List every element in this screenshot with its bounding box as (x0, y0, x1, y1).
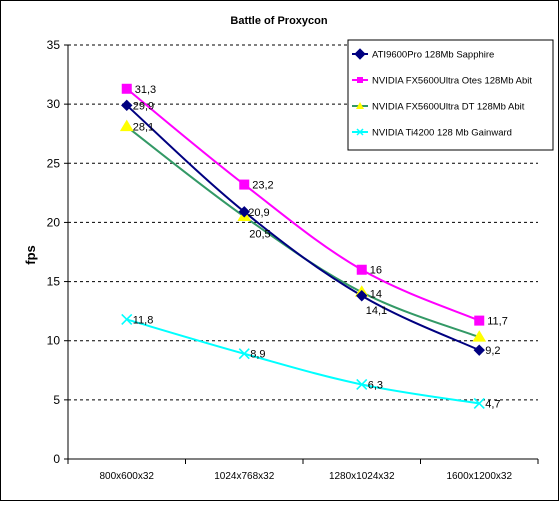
y-tick-label: 0 (53, 452, 60, 466)
y-tick-label: 15 (47, 275, 61, 289)
data-label: 11,7 (487, 316, 508, 328)
point-marker (119, 119, 134, 132)
point-marker (473, 344, 485, 356)
legend-box (347, 39, 554, 151)
legend-item: NVIDIA FX5600Ultra DT 128Mb Abit (352, 102, 525, 113)
data-labels: 29,9 20,9 9,2 31,3 23,2 16 11,7 28,1 20,5 14,1 11,… (133, 84, 508, 411)
data-label: 29,9 (133, 100, 154, 112)
data-label: 8,9 (250, 349, 265, 361)
data-label: 20,5 (249, 229, 270, 241)
series-group (119, 83, 487, 409)
marker-stroke (473, 397, 485, 409)
legend-item: ATI9600Pro 128Mb Sapphire (352, 48, 494, 61)
series-line-0 (126, 104, 480, 352)
series-line-3 (126, 318, 480, 405)
legend-label: ATI9600Pro 128Mb Sapphire (372, 50, 494, 61)
chart-title: Battle of Proxycon (230, 15, 327, 27)
data-label: 20,9 (248, 207, 269, 219)
data-label: 28,1 (133, 122, 154, 134)
legend: ATI9600Pro 128Mb Sapphire NVIDIA FX5600Ul… (347, 39, 554, 151)
legend-item: NVIDIA Ti4200 128 Mb Gainward (352, 128, 512, 139)
x-tick-label: 800x600x32 (100, 471, 155, 482)
x-tick-label: 1024x768x32 (214, 471, 274, 482)
marker-stroke (238, 348, 250, 360)
point-marker (239, 179, 250, 190)
axes (64, 44, 539, 464)
x-tick-label: 1280x1024x32 (329, 471, 395, 482)
data-label: 4,7 (485, 398, 500, 410)
data-label: 11,8 (133, 314, 154, 326)
point-marker (356, 264, 367, 275)
y-tick-label: 20 (47, 215, 61, 229)
y-axis-label: fps (23, 245, 38, 265)
legend-label: NVIDIA Ti4200 128 Mb Gainward (372, 128, 512, 139)
data-label: 14,1 (366, 305, 387, 317)
y-tick-label: 25 (47, 156, 61, 170)
marker-stroke (356, 378, 368, 391)
point-marker (238, 206, 250, 218)
legend-marker (356, 102, 364, 109)
series-line-2 (126, 125, 480, 339)
point-marker (474, 315, 485, 326)
y-tick-label: 10 (47, 334, 61, 348)
data-label: 23,2 (252, 180, 273, 192)
point-marker (354, 48, 366, 60)
x-tick-label: 1600x1200x32 (446, 471, 512, 482)
data-label: 31,3 (135, 84, 156, 96)
legend-marker (357, 77, 363, 83)
point-marker (472, 330, 487, 342)
series-line-1 (126, 87, 480, 322)
point-marker (121, 99, 133, 112)
y-tick-label: 35 (47, 38, 61, 52)
legend-marker (356, 128, 364, 136)
marker-stroke (121, 313, 133, 325)
point-marker (473, 397, 485, 409)
y-tick-label: 5 (53, 393, 60, 407)
legend-label: NVIDIA FX5600Ultra DT 128Mb Abit (372, 102, 525, 113)
data-label: 16 (370, 265, 382, 277)
point-marker (356, 378, 368, 391)
x-axis-ticks: 800x600x32 1024x768x32 1280x1024x32 1600x12… (100, 471, 513, 482)
y-tick-label: 30 (47, 97, 61, 111)
data-label: 14 (370, 288, 382, 300)
legend-label: NVIDIA FX5600Ultra Otes 128Mb Abit (372, 76, 532, 87)
data-label: 6,3 (368, 379, 383, 391)
data-label: 9,2 (485, 345, 500, 357)
legend-item: NVIDIA FX5600Ultra Otes 128Mb Abit (352, 76, 532, 87)
point-marker (238, 348, 250, 360)
y-axis-ticks: 0 5 10 15 20 25 30 35 (47, 38, 61, 466)
point-marker (356, 290, 368, 302)
point-marker (121, 83, 132, 94)
point-marker (121, 313, 133, 325)
